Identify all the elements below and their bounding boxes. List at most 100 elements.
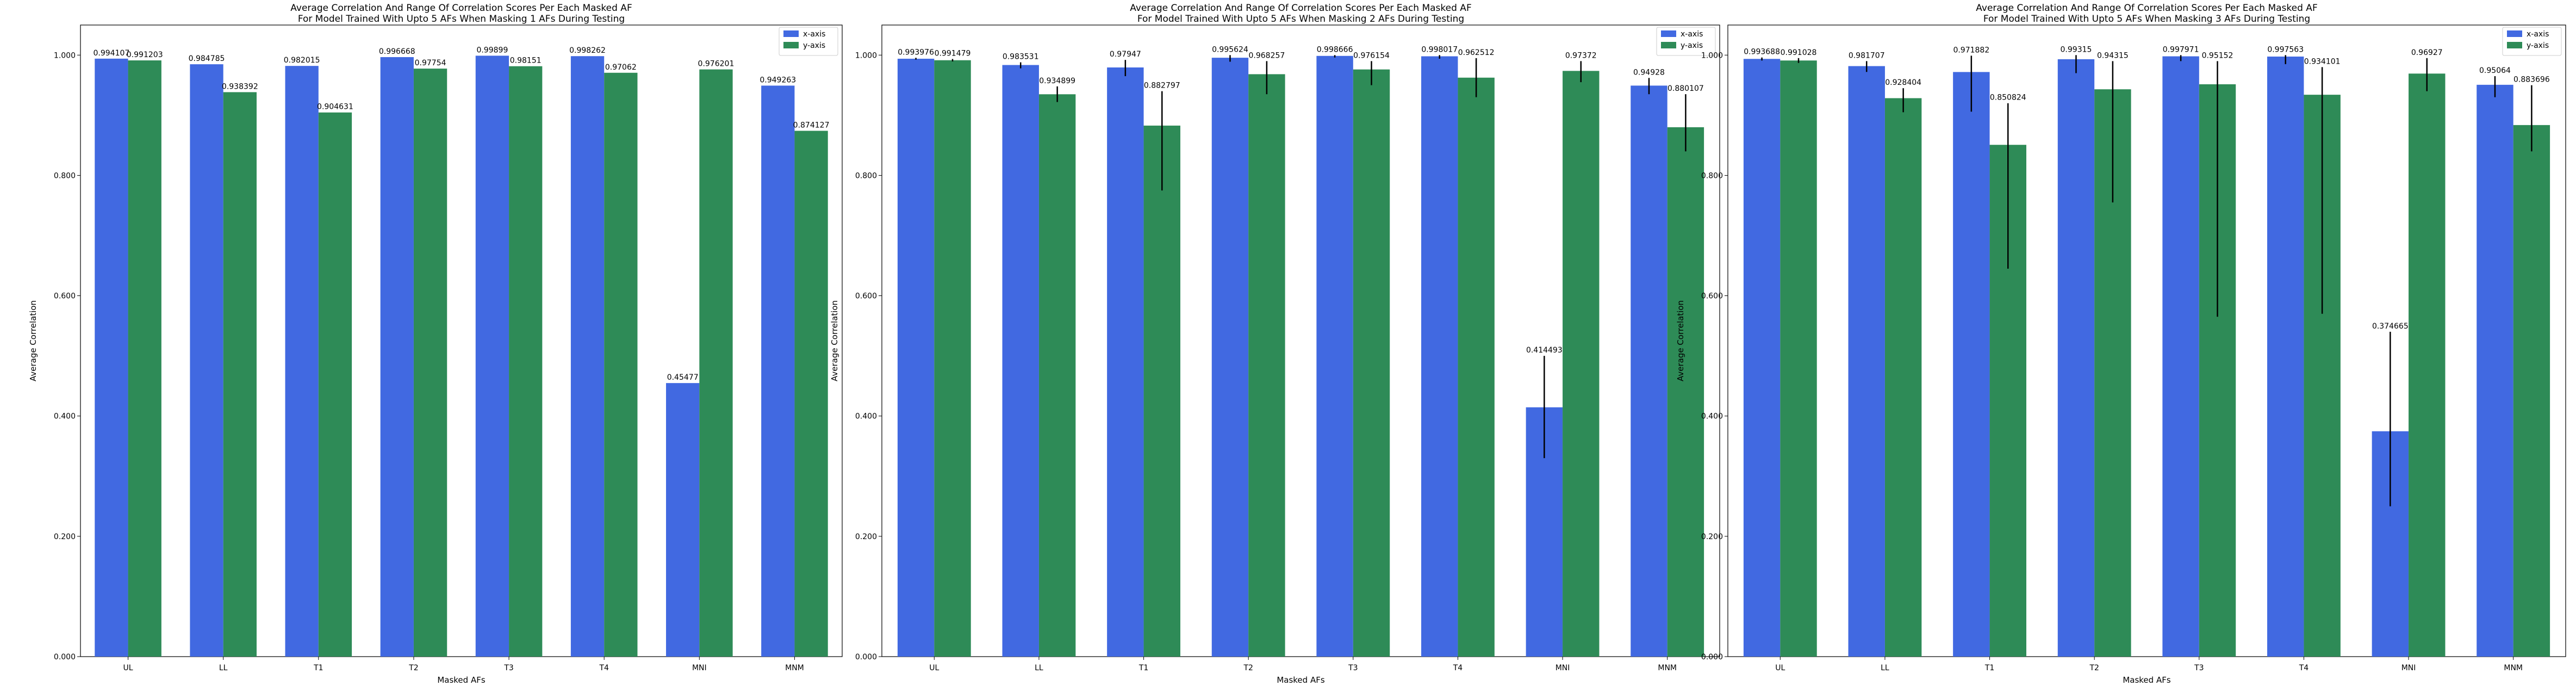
y-tick-label: 0.400 [1701,412,1723,421]
legend-swatch-x-axis [783,30,799,37]
bar-x-axis-t4 [2267,56,2304,657]
data-label: 0.983531 [1003,53,1039,61]
legend-swatch-y-axis [1661,42,1676,48]
bar-y-axis-mnm [1667,127,1704,657]
x-axis-label: Masked AFs [1277,675,1325,685]
bar-y-axis-mni [699,69,733,657]
x-tick-label: LL [1035,664,1043,672]
x-axis-label: Masked AFs [437,675,486,685]
axes-frame [80,24,843,657]
data-label: 0.95064 [2479,66,2511,75]
bar-x-axis-mnm [2477,84,2513,657]
x-tick-label: T2 [408,664,418,672]
data-label: 0.998017 [1421,45,1458,54]
data-label: 0.998262 [569,46,606,55]
data-label: 0.934899 [1039,77,1075,85]
bar-x-axis-mni [666,383,700,657]
x-tick-label: UL [1775,664,1785,672]
data-label: 0.99315 [2061,45,2092,54]
bar-x-axis-ll [1848,66,1885,657]
data-label: 0.982015 [284,56,320,65]
data-label: 0.934101 [2304,57,2341,66]
y-tick-label: 0.000 [54,653,76,662]
x-tick-label: MNM [785,664,804,672]
data-label: 0.994107 [94,49,130,58]
data-label: 0.981707 [1849,51,1885,60]
data-label: 0.996668 [379,47,415,56]
x-tick-label: T4 [599,664,609,672]
bar-x-axis-ul [897,58,935,657]
x-tick-label: MNI [1555,664,1570,672]
x-tick-label: MNM [2504,664,2523,672]
bar-x-axis-mnm [1631,85,1667,657]
y-tick-label: 1.000 [1701,51,1723,60]
chart-title: Average Correlation And Range Of Correla… [290,3,632,14]
data-label: 0.97372 [1565,51,1597,60]
bar-x-axis-t2 [2057,59,2095,657]
x-tick-label: T4 [2299,664,2309,672]
data-label: 0.45477 [667,373,699,382]
data-label: 0.97947 [1110,50,1141,59]
data-label: 0.882797 [1144,82,1180,90]
bar-y-axis-t4 [1458,77,1495,657]
chart-title: Average Correlation And Range Of Correla… [1130,3,1471,14]
bar-y-axis-t2 [413,69,447,657]
bar-y-axis-ll [1038,94,1076,657]
x-tick-label: MNI [692,664,707,672]
data-label: 0.997563 [2267,45,2304,54]
y-tick-label: 0.600 [1701,292,1723,301]
bar-x-axis-mnm [761,85,795,657]
bar-x-axis-ll [1002,65,1039,657]
x-tick-label: T3 [1348,664,1358,672]
y-tick-label: 0.200 [54,533,76,541]
bar-y-axis-t3 [509,66,543,657]
chart-panel-2: Average Correlation And Range Of Correla… [830,3,1720,685]
y-tick-label: 0.000 [1701,653,1723,662]
legend-label: x-axis [803,30,825,39]
x-tick-label: MNM [1658,664,1677,672]
legend-label: y-axis [2527,41,2549,50]
data-label: 0.998666 [1317,45,1353,54]
legend-label: x-axis [2527,30,2549,39]
bar-y-axis-ll [1884,98,1922,657]
x-tick-label: T2 [1243,664,1253,672]
data-label: 0.414493 [1526,346,1563,355]
bar-x-axis-t1 [1107,67,1144,657]
data-label: 0.984785 [189,54,225,63]
x-tick-label: T3 [2194,664,2204,672]
chart-subtitle: For Model Trained With Upto 5 AFs When M… [1983,14,2310,24]
data-label: 0.97062 [605,63,637,72]
data-label: 0.98151 [510,57,542,65]
legend-label: x-axis [1681,30,1703,39]
data-label: 0.94315 [2097,51,2129,60]
bar-x-axis-t4 [570,56,605,657]
x-tick-label: T1 [1984,664,1994,672]
data-label: 0.880107 [1667,84,1704,93]
bar-y-axis-ul [128,60,161,657]
data-label: 0.97754 [415,59,446,67]
x-tick-label: T1 [1138,664,1148,672]
legend-swatch-y-axis [783,42,799,48]
data-label: 0.997971 [2163,45,2199,54]
bar-y-axis-mni [2409,73,2446,657]
x-tick-label: LL [219,664,228,672]
bar-y-axis-mnm [2513,125,2550,657]
data-label: 0.374665 [2372,322,2409,331]
data-label: 0.938392 [222,82,258,91]
data-label: 0.991203 [127,51,163,59]
legend-label: y-axis [803,41,825,50]
x-tick-label: UL [123,664,133,672]
y-axis-label: Average Correlation [1676,300,1685,381]
data-label: 0.904631 [317,103,353,112]
bar-x-axis-t1 [285,66,319,657]
legend-swatch-y-axis [2507,42,2522,48]
x-tick-label: UL [929,664,939,672]
data-label: 0.95152 [2202,51,2233,60]
data-label: 0.976201 [698,60,735,69]
data-label: 0.991479 [935,49,971,58]
data-label: 0.968257 [1248,51,1285,60]
data-label: 0.949263 [760,76,796,84]
data-label: 0.971882 [1953,46,1989,54]
y-tick-label: 1.000 [54,51,76,60]
x-tick-label: T4 [1453,664,1463,672]
